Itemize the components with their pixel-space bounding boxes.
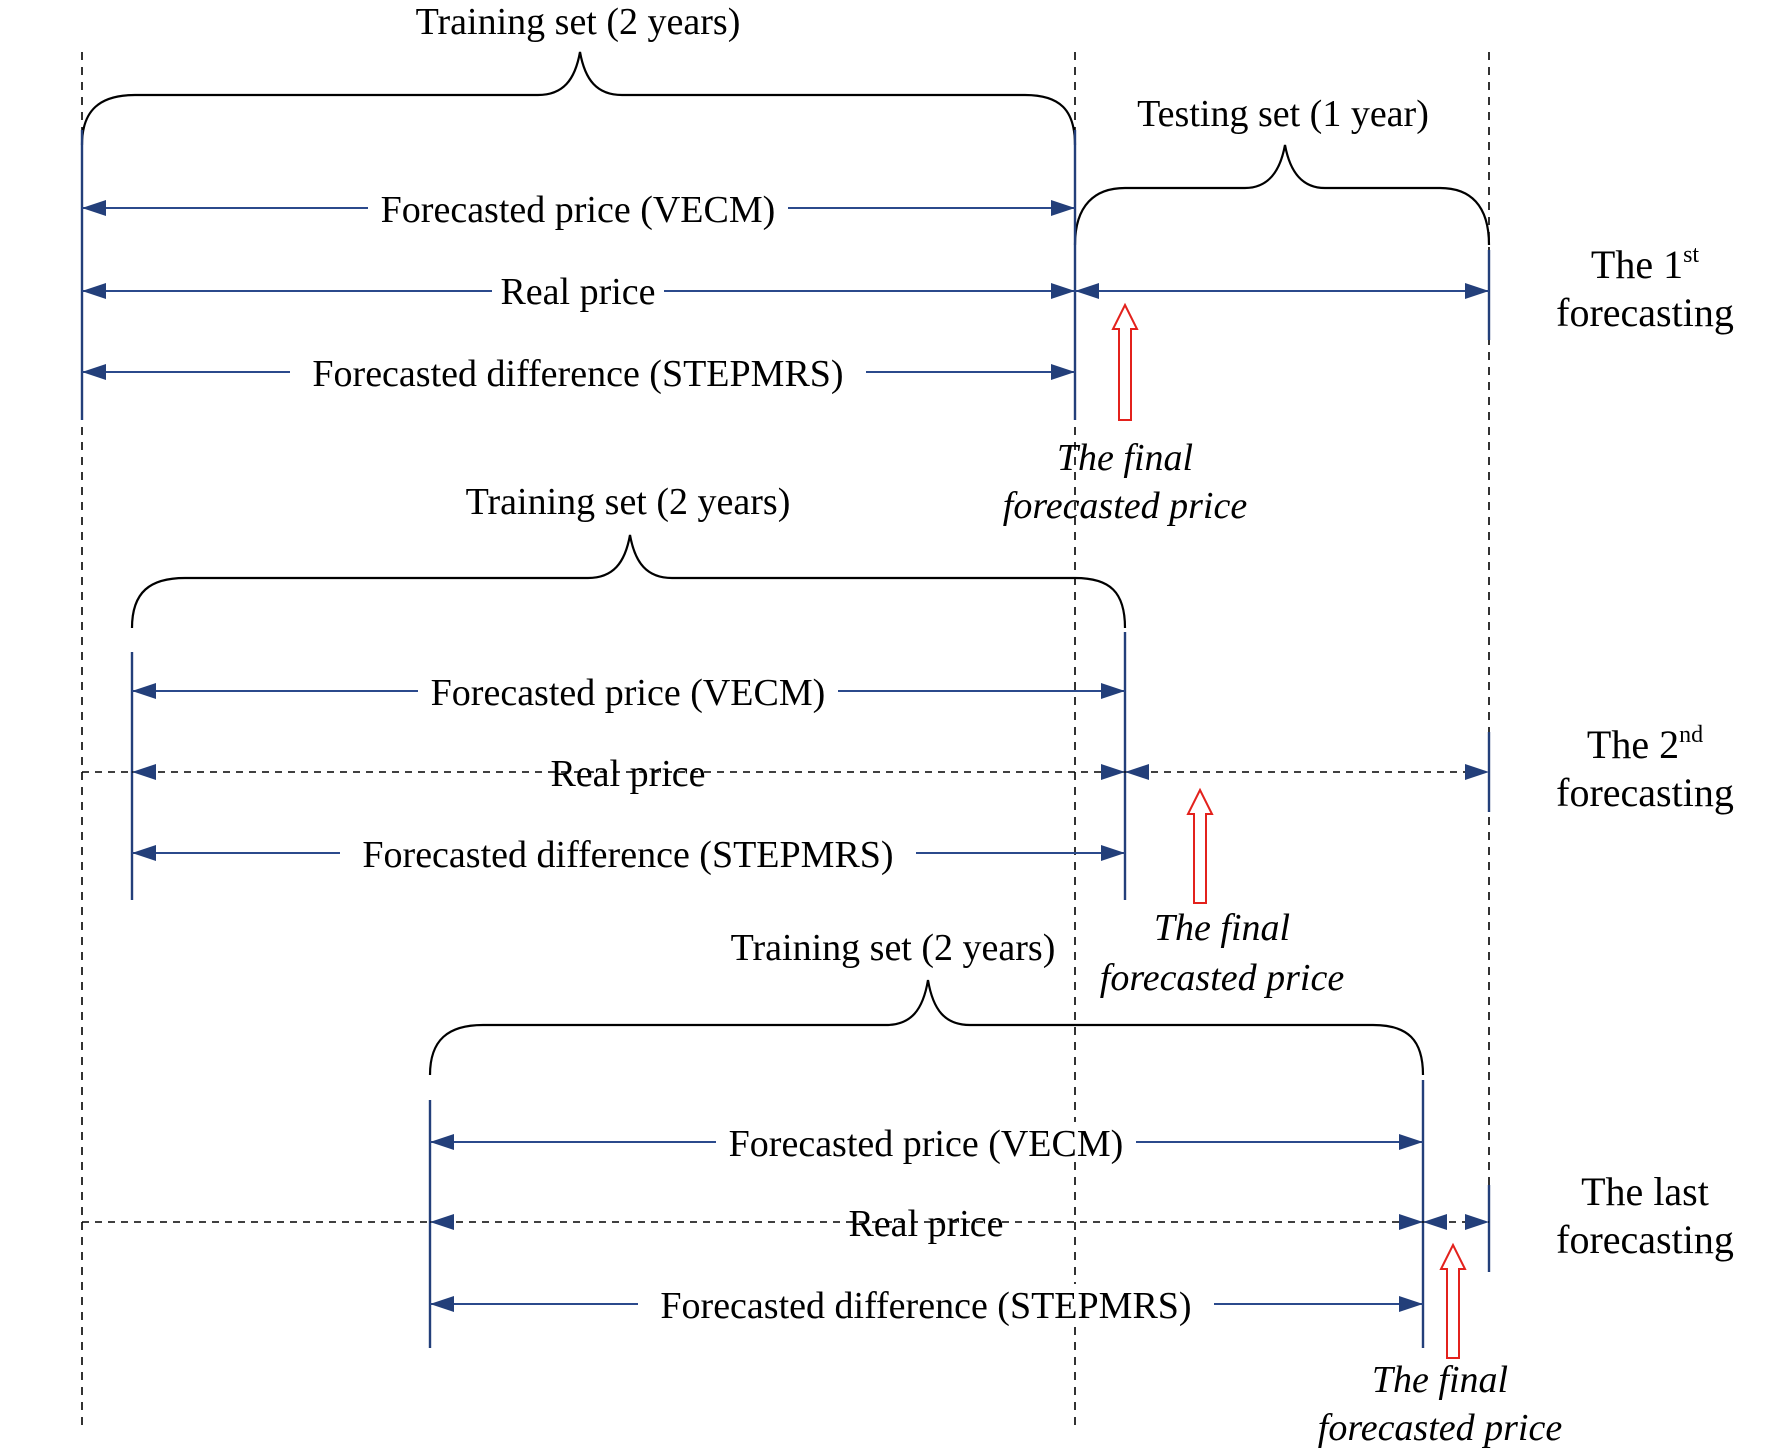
arrowhead-left xyxy=(1125,764,1149,780)
final-forecast-label-line2: forecasted price xyxy=(1100,957,1345,999)
real-price-label: Real price xyxy=(550,753,705,795)
label-bg xyxy=(418,671,838,711)
arrowhead-right xyxy=(1051,283,1075,299)
arrowhead-right xyxy=(1399,1134,1423,1150)
arrowhead-left xyxy=(430,1214,454,1230)
arrowhead-left xyxy=(132,845,156,861)
final-forecast-label-line1: The final xyxy=(1057,437,1193,479)
arrowhead-left xyxy=(82,200,106,216)
label-bg xyxy=(492,271,664,311)
round-2-subtitle: forecasting xyxy=(1556,770,1734,815)
arrowhead-right xyxy=(1399,1296,1423,1312)
round-1-title: The 1st xyxy=(1591,242,1700,287)
arrowhead-right xyxy=(1465,283,1489,299)
arrowhead-left xyxy=(430,1296,454,1312)
final-forecast-up-arrow xyxy=(1111,302,1139,421)
arrowhead-left xyxy=(82,364,106,380)
forecasted-difference-label: Forecasted difference (STEPMRS) xyxy=(312,353,843,395)
round-last: Training set (2 years) Forecasted price … xyxy=(82,927,1734,1448)
training-set-brace xyxy=(80,51,1077,146)
label-bg xyxy=(290,352,866,392)
final-forecast-label-line2: forecasted price xyxy=(1003,485,1248,527)
testing-set-brace xyxy=(1073,144,1491,246)
training-set-label: Training set (2 years) xyxy=(466,481,791,523)
label-bg xyxy=(368,188,788,228)
forecasted-price-label: Forecasted price (VECM) xyxy=(431,672,826,714)
final-forecast-label-line1: The final xyxy=(1154,907,1290,949)
label-bg xyxy=(638,1284,1214,1324)
final-forecast-up-arrow xyxy=(1439,1242,1467,1359)
arrowhead-left xyxy=(82,283,106,299)
training-set-brace xyxy=(428,979,1425,1076)
round-1-subtitle: forecasting xyxy=(1556,290,1734,335)
training-set-brace xyxy=(130,534,1127,629)
arrowhead-left xyxy=(430,1134,454,1150)
final-forecast-label-line2: forecasted price xyxy=(1318,1407,1563,1448)
arrowhead-right xyxy=(1101,845,1125,861)
round-1: Training set (2 years) Testing set (1 ye… xyxy=(80,1,1734,527)
forecasted-price-label: Forecasted price (VECM) xyxy=(381,189,776,231)
round-last-title: The last xyxy=(1581,1169,1709,1214)
label-bg xyxy=(716,1122,1136,1162)
training-set-label: Training set (2 years) xyxy=(731,927,1056,969)
round-2-title: The 2nd xyxy=(1587,722,1703,767)
real-price-label: Real price xyxy=(848,1203,1003,1245)
label-bg xyxy=(340,833,916,873)
arrowhead-left xyxy=(132,683,156,699)
arrowhead-right xyxy=(1101,683,1125,699)
arrowhead-right xyxy=(1101,764,1125,780)
arrowhead-left xyxy=(1423,1214,1447,1230)
forecasted-price-label: Forecasted price (VECM) xyxy=(729,1123,1124,1165)
arrowhead-right xyxy=(1051,364,1075,380)
arrowhead-right xyxy=(1399,1214,1423,1230)
round-2: Training set (2 years) Forecasted price … xyxy=(82,481,1734,999)
arrowhead-left xyxy=(132,764,156,780)
final-forecast-label-line1: The final xyxy=(1372,1359,1508,1401)
real-price-label: Real price xyxy=(500,271,655,313)
final-forecast-up-arrow xyxy=(1186,787,1214,904)
forecasted-difference-label: Forecasted difference (STEPMRS) xyxy=(660,1285,1191,1327)
testing-set-label: Testing set (1 year) xyxy=(1137,93,1429,135)
arrowhead-right xyxy=(1051,200,1075,216)
arrowhead-right xyxy=(1465,764,1489,780)
forecasted-difference-label: Forecasted difference (STEPMRS) xyxy=(362,834,893,876)
arrowhead-right xyxy=(1465,1214,1489,1230)
training-set-label: Training set (2 years) xyxy=(416,1,741,43)
arrowhead-left xyxy=(1075,283,1099,299)
round-last-subtitle: forecasting xyxy=(1556,1217,1734,1262)
